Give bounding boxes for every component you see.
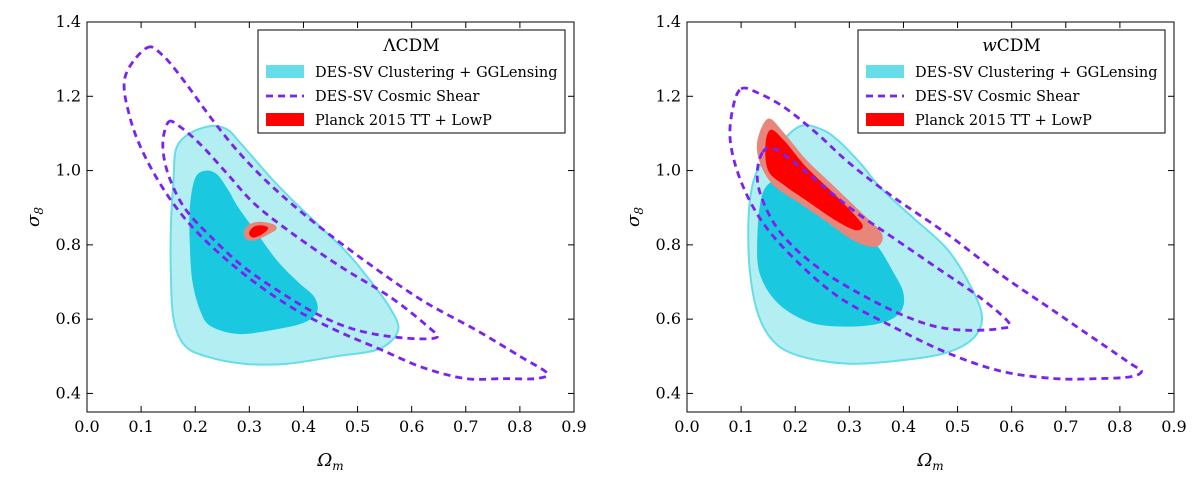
y-axis-label-sub: 8	[32, 207, 46, 215]
x-tick-label: 0.4	[891, 417, 916, 436]
legend-label: DES-SV Cosmic Shear	[915, 89, 1079, 105]
panel-1: 0.0 0.1 0.2 0.3 0.4 0.5 0.6 0.7 0.8 0.9 0.4 0.6 0.8 1…	[23, 12, 587, 473]
y-tick-label: 1.0	[656, 161, 681, 180]
x-tick-label: 0.9	[561, 417, 586, 436]
x-tick-label: 0.7	[453, 417, 478, 436]
y-tick-label: 0.4	[56, 383, 81, 402]
y-tick-label: 1.2	[56, 86, 81, 105]
x-tick-label: 0.6	[999, 417, 1024, 436]
contour-95pct	[122, 45, 549, 381]
contour-68pct	[249, 225, 269, 238]
series-des-sv-cosmic-shear	[728, 86, 1143, 381]
x-tick-label: 0.2	[182, 417, 207, 436]
x-tick-label: 0.0	[674, 417, 699, 436]
plot-area	[122, 45, 549, 381]
contour-68pct	[757, 173, 905, 327]
y-tick-label: 0.8	[56, 235, 81, 254]
legend-title-rest: CDM	[997, 36, 1041, 56]
x-tick-label: 0.2	[782, 417, 807, 436]
legend-title: wCDM	[982, 36, 1041, 56]
x-tick-label: 0.9	[1161, 417, 1186, 436]
y-tick-label: 1.0	[56, 161, 81, 180]
legend-label: Planck 2015 TT + LowP	[315, 113, 492, 129]
x-axis-label-sub: m	[932, 459, 943, 473]
contour-68pct	[189, 170, 318, 335]
y-axis-label-main: σ	[23, 214, 44, 227]
legend-box	[257, 29, 566, 134]
x-tick-label: 0.1	[128, 417, 153, 436]
x-axis-label: Ωm	[916, 450, 943, 473]
x-tick-label: 0.8	[507, 417, 532, 436]
axes-frame	[86, 21, 575, 413]
legend-label: DES-SV Clustering + GGLensing	[315, 65, 557, 81]
plot-area	[728, 86, 1143, 381]
legend-label: DES-SV Clustering + GGLensing	[915, 65, 1157, 81]
contour-68pct	[161, 119, 440, 341]
y-tick-label: 1.4	[56, 12, 81, 31]
legend-title: ΛCDM	[382, 36, 439, 56]
y-tick-label: 1.2	[656, 86, 681, 105]
contour-95pct	[728, 86, 1143, 381]
y-tick-label: 0.8	[656, 235, 681, 254]
x-tick-label: 0.0	[74, 417, 99, 436]
x-axis-label-sub: m	[332, 459, 343, 473]
y-axis-label-main: σ	[623, 214, 644, 227]
x-tick-label: 0.6	[399, 417, 424, 436]
series-des-sv-cosmic-shear	[122, 45, 549, 381]
x-tick-label: 0.3	[237, 417, 262, 436]
legend-label: DES-SV Cosmic Shear	[315, 89, 479, 105]
y-tick-label: 1.4	[656, 12, 681, 31]
legend-swatch	[866, 65, 904, 78]
y-axis-label-sub: 8	[632, 207, 646, 215]
x-tick-label: 0.3	[837, 417, 862, 436]
x-tick-label: 0.5	[345, 417, 370, 436]
panel-2: 0.0 0.1 0.2 0.3 0.4 0.5 0.6 0.7 0.8 0.9 0.4 0.6 0.8 1…	[623, 12, 1187, 473]
legend-swatch	[266, 65, 304, 78]
x-axis-label-main: Ω	[916, 450, 932, 471]
x-axis-label: Ωm	[316, 450, 343, 473]
x-tick-label: 0.5	[945, 417, 970, 436]
contour-68pct	[755, 146, 1012, 332]
legend-label: Planck 2015 TT + LowP	[915, 113, 1092, 129]
y-tick-label: 0.6	[56, 309, 81, 328]
x-tick-label: 0.1	[728, 417, 753, 436]
y-axis-label: σ8	[623, 207, 646, 227]
series-planck-2015-tt-lowp	[243, 221, 277, 241]
legend-title-prefix: w	[982, 36, 997, 56]
x-tick-label: 0.7	[1053, 417, 1078, 436]
legend-box	[857, 29, 1166, 134]
x-tick-label: 0.4	[291, 417, 316, 436]
axes-frame	[686, 21, 1175, 413]
y-tick-label: 0.6	[656, 309, 681, 328]
y-axis-label: σ8	[23, 207, 46, 227]
legend: wCDM DES-SV Clustering + GGLensing DES-SV …	[857, 29, 1166, 134]
x-tick-label: 0.8	[1107, 417, 1132, 436]
series-des-sv-clustering-gglensing	[169, 124, 400, 366]
legend-swatch	[266, 113, 304, 126]
legend-swatch	[866, 113, 904, 126]
legend: ΛCDM DES-SV Clustering + GGLensing DES-SV …	[257, 29, 566, 134]
y-tick-label: 0.4	[656, 383, 681, 402]
x-axis-label-main: Ω	[316, 450, 332, 471]
